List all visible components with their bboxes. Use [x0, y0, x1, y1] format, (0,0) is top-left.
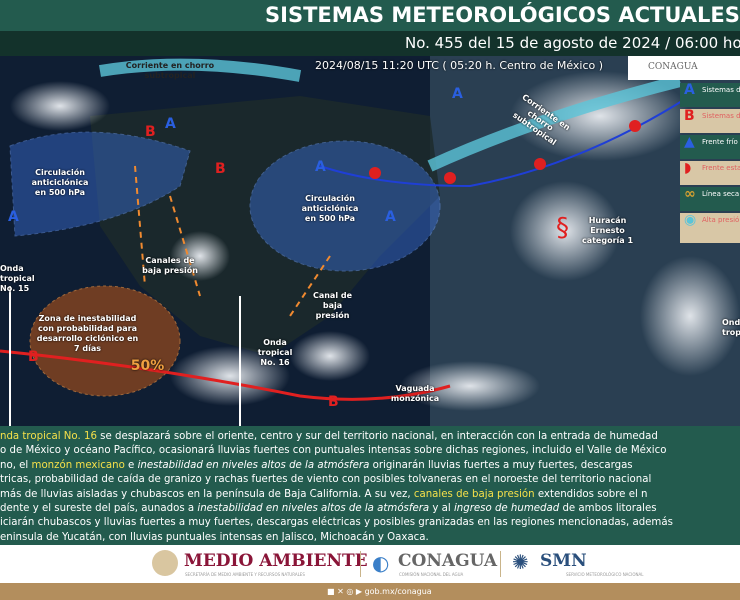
- stationary-front-icon: ◗: [684, 161, 692, 176]
- monsoon-label: Vaguada monzónica: [390, 384, 440, 403]
- low-channels-label: Canales de baja presión: [142, 256, 198, 275]
- bulletin-subtitle: No. 455 del 15 de agosto de 2024 / 06:00…: [0, 31, 740, 56]
- mid-level-high-icon: ◉: [684, 213, 697, 228]
- anticyclone-west-label: Circulación anticiclónica en 500 hPa: [31, 168, 89, 197]
- svg-text:A: A: [452, 86, 463, 102]
- anticyclone-gulf-label: Circulación anticiclónica en 500 hPa: [301, 194, 359, 223]
- smn-icon: ✺: [512, 550, 529, 574]
- hurricane-icon: §: [556, 213, 569, 243]
- svg-text:A: A: [385, 209, 396, 225]
- legend-dry-line: ∞ Línea seca: [680, 187, 740, 211]
- svg-text:A: A: [165, 116, 176, 132]
- probability-label: 50%: [130, 358, 165, 374]
- smn-logo: SMN: [540, 551, 587, 571]
- social-icons: ■ ✕ ◎ ▶: [327, 587, 365, 596]
- website-link[interactable]: gob.mx/conagua: [364, 587, 432, 596]
- instability-label: Zona de inestabilidad con probabilidad p…: [36, 314, 139, 353]
- conagua-icon: ◐: [372, 551, 390, 575]
- anticyclone-gulf-area: [249, 140, 441, 272]
- anticyclone-west-area: [9, 131, 191, 237]
- wave16-label: Onda tropical No. 16: [257, 338, 293, 367]
- jet-stream-west: [99, 58, 302, 82]
- wave15-label: Onda tropical No. 15: [0, 264, 35, 293]
- svg-text:A: A: [8, 209, 19, 225]
- jet-west-label: Corriente en chorro subtropical: [125, 61, 215, 80]
- cold-front-icon: ▲: [684, 135, 695, 150]
- cold-front: [319, 95, 691, 188]
- monsoon-trough: [0, 349, 451, 401]
- medio-ambiente-logo: MEDIO AMBIENTE: [184, 551, 368, 571]
- svg-text:B: B: [328, 394, 339, 410]
- page-title: SISTEMAS METEOROLÓGICOS ACTUALES: [0, 0, 740, 31]
- svg-text:B: B: [215, 161, 226, 177]
- low-channel-label: Canal de baja presión: [312, 291, 353, 320]
- hurricane-label: Huracán Ernesto categoría 1: [581, 216, 634, 245]
- satellite-map: A A A A A B B B B § 2024/08/15 11:20 UTC ( 05:2…: [0, 56, 740, 426]
- mexico-seal-icon: [152, 550, 178, 576]
- jet-stream-east: [427, 75, 682, 172]
- svg-text:A: A: [315, 159, 326, 175]
- bulletin-text: nda tropical No. 16 se desplazará sobre …: [0, 426, 740, 545]
- dry-line-icon: ∞: [684, 187, 696, 202]
- svg-text:B: B: [145, 124, 156, 140]
- legend-mid-high: ◉Alta presión en niveles medios de la at…: [680, 213, 740, 243]
- image-timestamp: 2024/08/15 11:20 UTC ( 05:20 h. Centro d…: [315, 59, 604, 72]
- legend-stationary-front: ◗Frente estacionario: [680, 161, 740, 185]
- logos-bar: MEDIO AMBIENTE SECRETARÍA DE MEDIO AMBIE…: [0, 545, 740, 583]
- footer: ■ ✕ ◎ ▶ gob.mx/conagua: [0, 583, 740, 600]
- legend-cold-front: ▲ Frente frío: [680, 135, 740, 159]
- wave-east-label: Onda tropical: [722, 318, 740, 337]
- conagua-logo: CONAGUA: [628, 56, 740, 80]
- conagua-footer-logo: CONAGUA: [398, 551, 498, 571]
- svg-text:B: B: [28, 349, 39, 365]
